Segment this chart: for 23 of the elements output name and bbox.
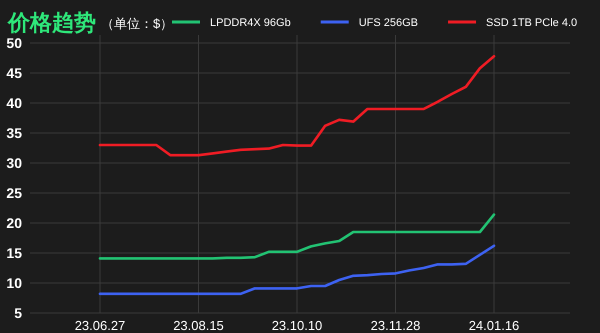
y-tick-label: 10 [6,275,22,291]
y-tick-label: 25 [6,185,22,201]
legend-label: SSD 1TB PCle 4.0 [486,17,578,29]
y-tick-label: 30 [6,155,22,171]
y-tick-label: 5 [14,305,22,321]
x-tick-label: 23.10.10 [272,318,322,333]
legend-label: UFS 256GB [358,17,418,29]
chart-title: 价格趋势 [7,10,96,35]
y-tick-label: 40 [6,95,22,111]
line-series [98,213,496,260]
x-tick-label: 23.11.28 [370,318,420,333]
y-tick-label: 35 [6,125,22,141]
y-tick-label: 20 [6,215,22,231]
x-tick-label: 23.08.15 [173,318,224,333]
y-tick-label: 50 [6,35,22,51]
line-series [98,244,496,296]
y-tick-label: 45 [6,65,22,81]
line-series [98,54,496,156]
legend-label: LPDDR4X 96Gb [210,17,291,29]
y-tick-label: 15 [6,245,22,261]
x-tick-label: 24.01.16 [468,318,520,333]
chart-subtitle: （单位：$） [101,16,174,31]
x-tick-label: 23.06.27 [74,318,126,333]
